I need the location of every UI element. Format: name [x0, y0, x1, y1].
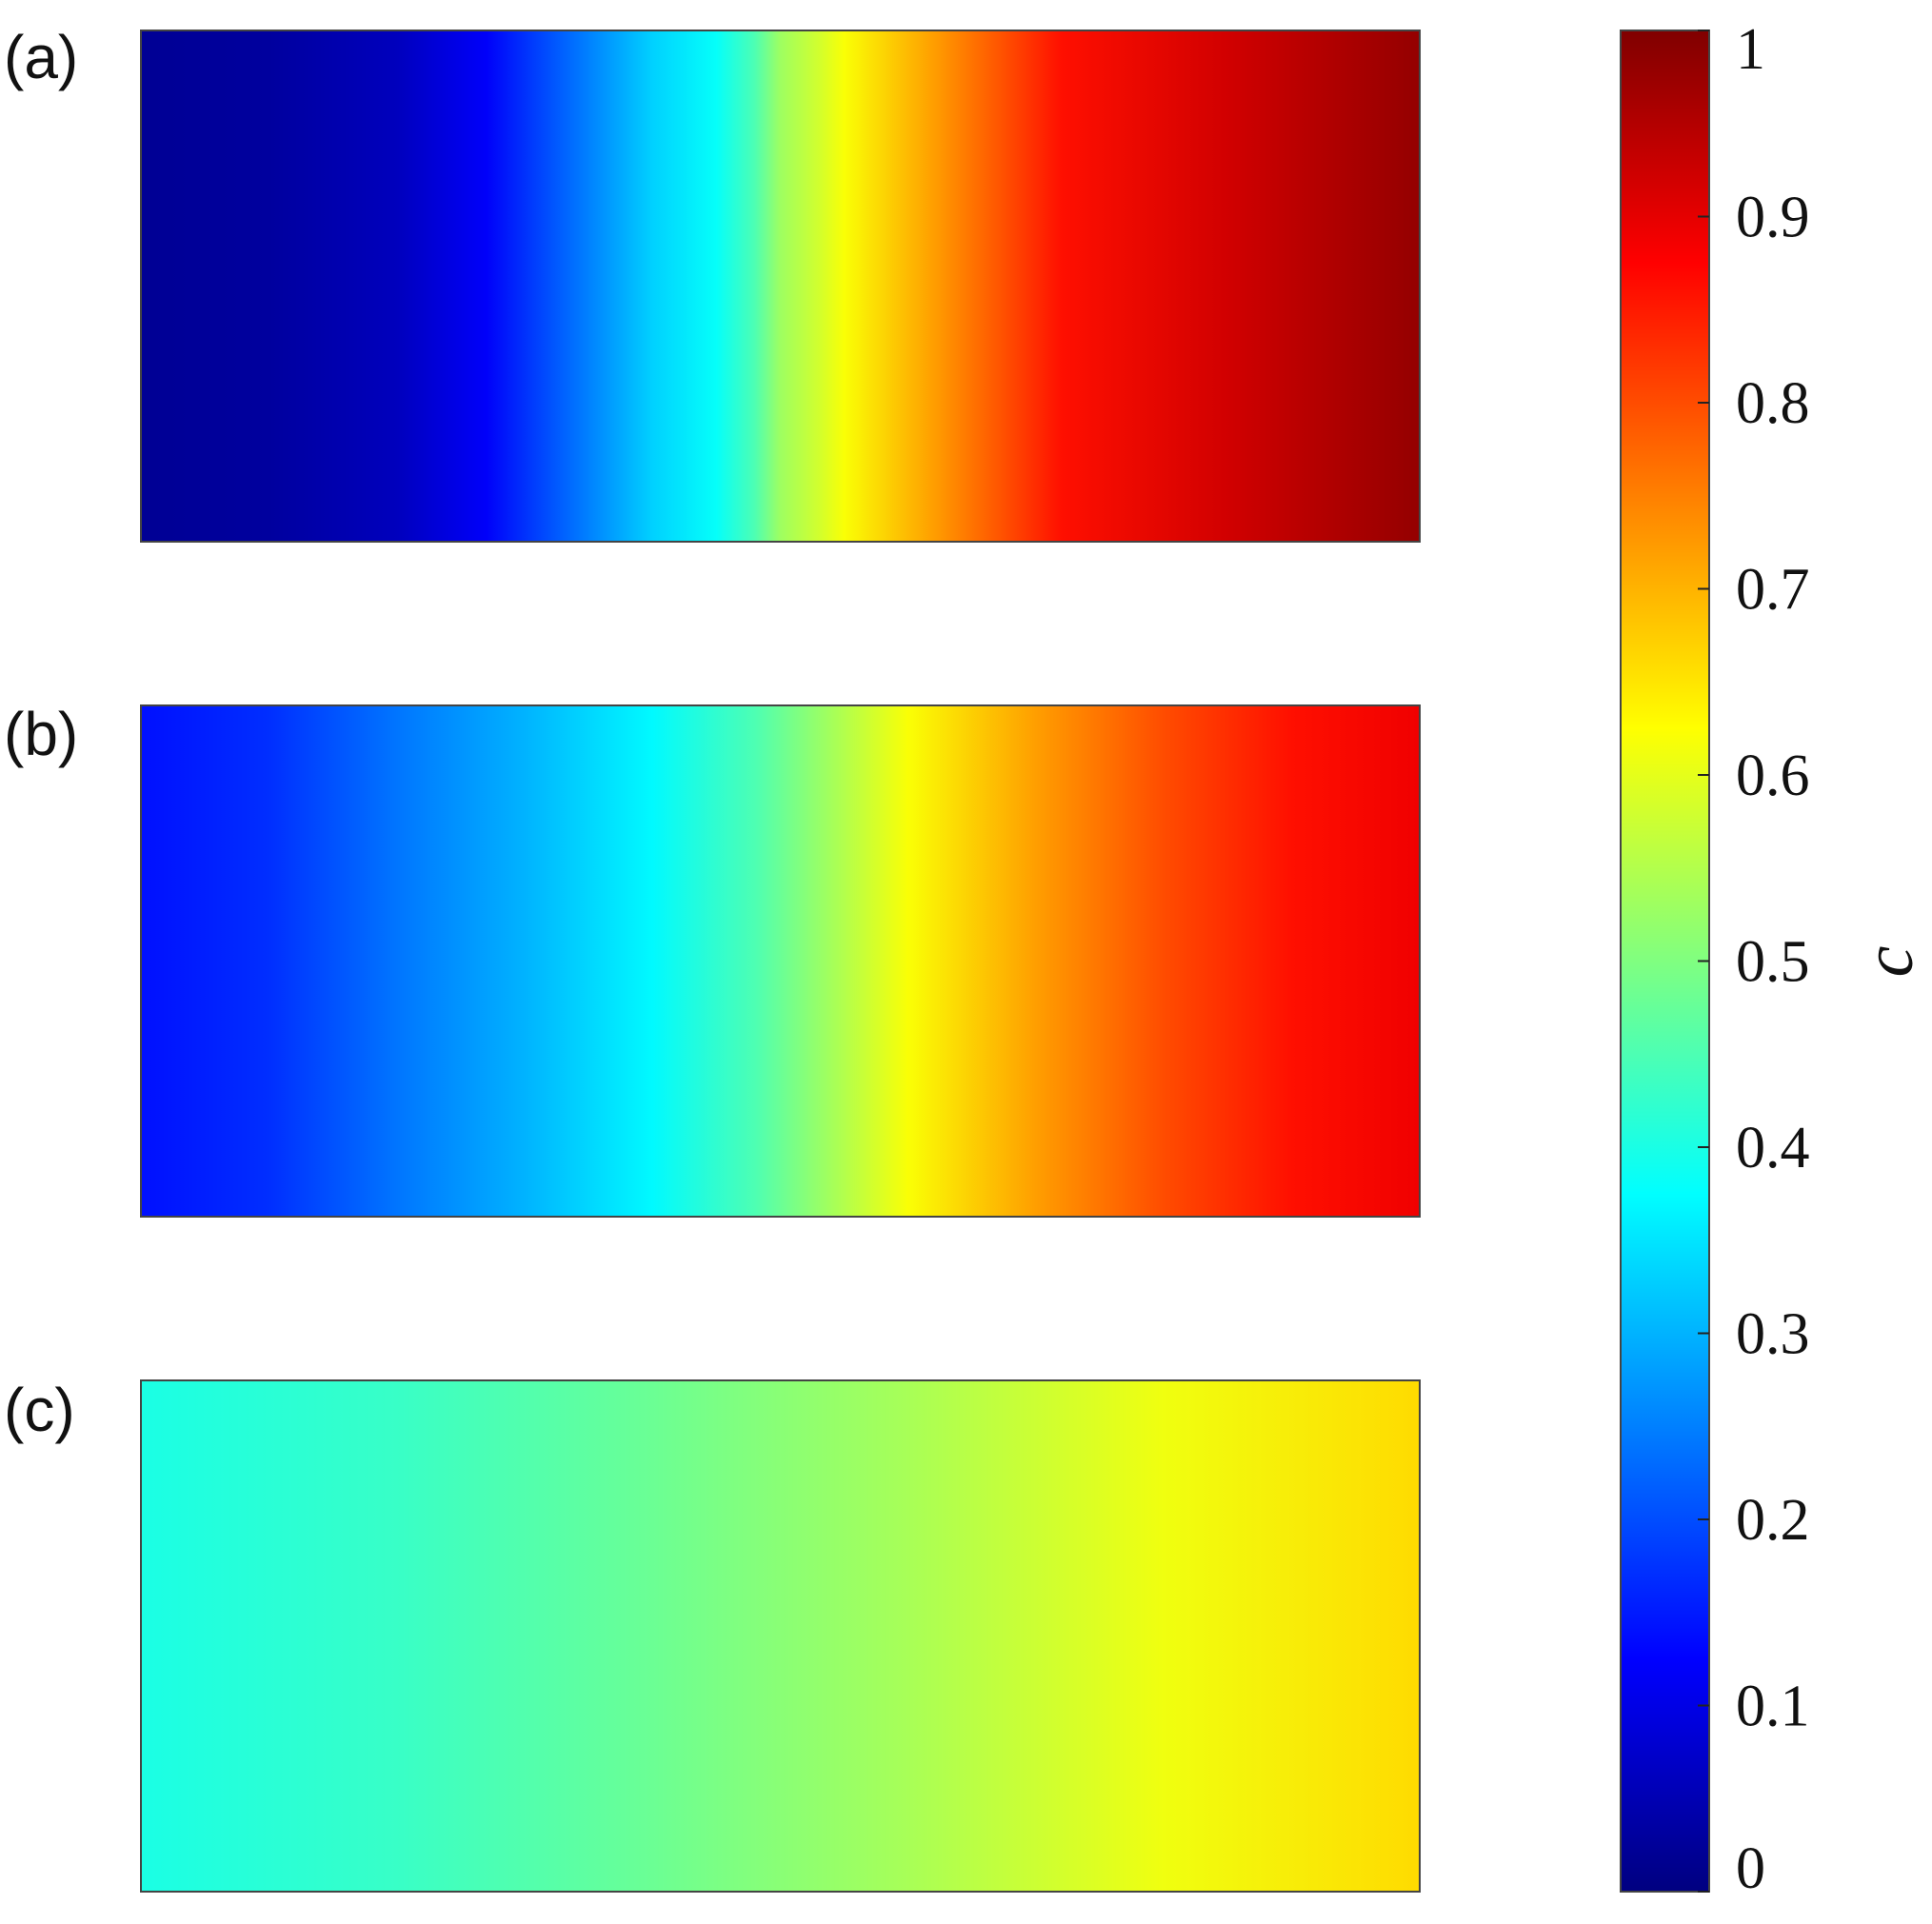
panel-a: (a): [4, 23, 1421, 543]
colorbar-tick-label: 0.2: [1736, 1488, 1810, 1553]
heatmap-a: [140, 30, 1421, 543]
panel-b: (b): [4, 700, 1421, 1218]
panel-label-b: (b): [4, 700, 78, 768]
colorbar-tick-label: 0.6: [1736, 744, 1810, 808]
colorbar-ticks: 0 0.1 0.2 0.3 0.4 0.5 0.6 0.7 0.8 0.9 1: [1698, 17, 1810, 1901]
colorbar-title: c: [1850, 945, 1928, 977]
colorbar-tick-label: 0.3: [1736, 1302, 1810, 1367]
colorbar-tick-label: 0.4: [1736, 1116, 1810, 1180]
colorbar-tick-label: 0.1: [1736, 1675, 1810, 1739]
panel-label-c: (c): [4, 1376, 75, 1444]
colorbar: 0 0.1 0.2 0.3 0.4 0.5 0.6 0.7 0.8 0.9 1 c: [1620, 17, 1928, 1901]
panel-c: (c): [4, 1376, 1421, 1893]
heatmap-b: [140, 704, 1421, 1218]
colorbar-tick-label: 0.9: [1736, 186, 1810, 250]
colorbar-tick-label: 0.8: [1736, 371, 1810, 436]
colorbar-tick-label: 1: [1736, 17, 1765, 82]
heatmap-c: [140, 1379, 1421, 1893]
colorbar-tick-label: 0: [1736, 1836, 1765, 1901]
colorbar-bar: [1620, 30, 1710, 1893]
colorbar-tick-label: 0.5: [1736, 930, 1810, 995]
panel-label-a: (a): [4, 23, 78, 91]
colorbar-tick-label: 0.7: [1736, 558, 1810, 623]
